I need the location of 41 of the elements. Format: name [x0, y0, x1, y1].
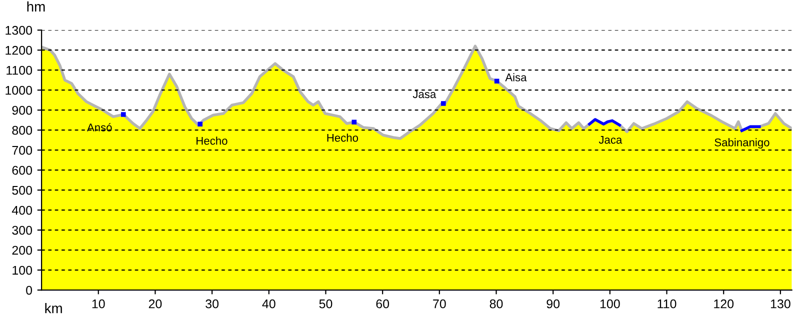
- x-tick-label: 30: [206, 299, 219, 308]
- annotation: Jaca: [598, 136, 622, 144]
- point: [198, 122, 203, 126]
- point: [494, 78, 500, 84]
- y-tick-label: 100: [12, 266, 32, 275]
- y-tick-label: 800: [12, 126, 32, 135]
- x-tick-label: 60: [376, 299, 390, 308]
- y-tick-label: 0: [26, 286, 32, 295]
- annotation: Jasa: [412, 90, 436, 98]
- y-tick-label: 300: [12, 226, 32, 235]
- x-tick-label: 70: [433, 299, 446, 308]
- point: [120, 112, 126, 117]
- y-tick-label: 1300: [6, 26, 32, 35]
- x-tick-label: 10: [92, 299, 105, 308]
- y-tick-label: 200: [12, 246, 32, 255]
- x-tick-label: 80: [490, 299, 503, 308]
- x-tick-label: 110: [658, 299, 676, 308]
- x-tick-label: 50: [319, 299, 332, 308]
- x-tick-label: 100: [600, 299, 620, 308]
- annotation: Aisa: [505, 73, 527, 82]
- y-tick-label: 700: [12, 146, 32, 155]
- point: [352, 120, 357, 124]
- y-tick-label: 1200: [6, 46, 32, 55]
- x-tick-label: 120: [714, 299, 734, 308]
- x-tick-label: 90: [546, 299, 560, 308]
- y-tick-label: 1000: [6, 86, 32, 95]
- y-tick-label: 900: [12, 106, 32, 115]
- x-tick-label: 20: [148, 299, 162, 308]
- y-tick-label: 600: [12, 166, 32, 175]
- y-tick-label: 1100: [6, 66, 32, 75]
- y-axis-title: hm: [27, 1, 45, 12]
- x-tick-label: 130: [770, 299, 790, 308]
- annotation: Hecho: [327, 134, 358, 142]
- annotation: Sabinanigo: [714, 138, 770, 149]
- y-tick-label: 400: [12, 206, 32, 215]
- annotation: Hecho: [196, 136, 228, 145]
- point: [440, 101, 446, 106]
- y-tick-label: 500: [12, 186, 32, 195]
- x-axis-title: km: [45, 303, 62, 314]
- x-tick-label: 40: [262, 299, 276, 308]
- annotation: Ansó: [86, 123, 112, 132]
